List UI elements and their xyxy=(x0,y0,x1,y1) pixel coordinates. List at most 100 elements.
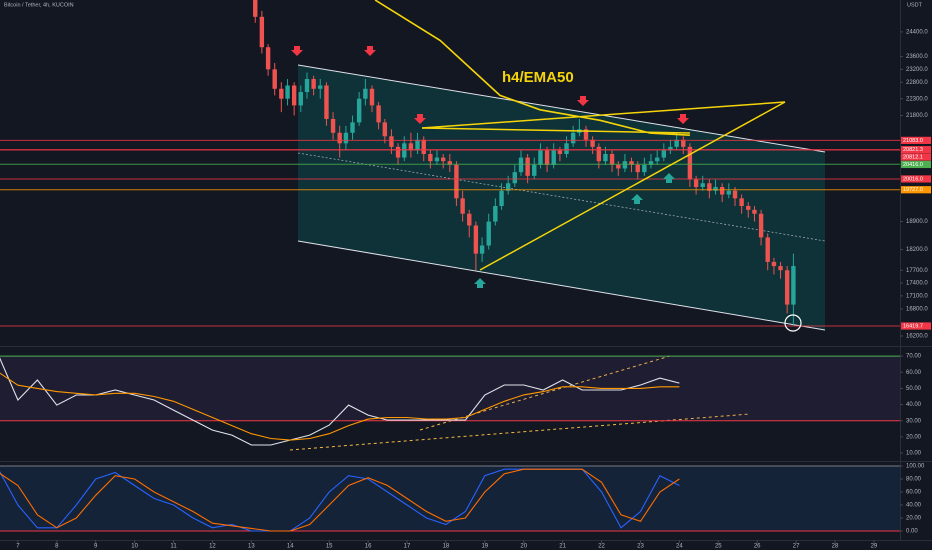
candle-body xyxy=(687,146,693,180)
y-tick-label: 22300.0 xyxy=(906,96,928,102)
y-tick-label: 50.00 xyxy=(906,386,922,392)
candle-body xyxy=(707,183,712,191)
candle-body xyxy=(674,139,679,147)
annotation: h4/EMA50 xyxy=(502,69,574,86)
candle-body xyxy=(350,122,355,133)
candle-body xyxy=(590,139,595,147)
candle-body xyxy=(544,150,550,165)
candle-body xyxy=(551,150,556,165)
candle-body xyxy=(654,157,660,162)
x-tick-label: 12 xyxy=(209,544,216,550)
trendline xyxy=(421,101,786,129)
candle-body xyxy=(732,190,738,199)
trendline xyxy=(421,127,691,134)
x-tick-label: 20 xyxy=(520,544,527,550)
candle-body xyxy=(434,157,440,162)
up-arrows xyxy=(474,173,675,288)
x-tick-label: 14 xyxy=(287,544,294,550)
candle-body xyxy=(311,78,316,89)
rsi-pane xyxy=(0,355,900,446)
candle-body xyxy=(337,132,342,144)
y-tick-label: 40.00 xyxy=(906,402,922,408)
candle-body xyxy=(454,164,459,199)
x-tick-label: 25 xyxy=(715,544,722,550)
candle-body xyxy=(395,146,401,158)
x-tick-label: 24 xyxy=(676,544,683,550)
candle-body xyxy=(791,266,796,305)
candle-body xyxy=(518,157,524,173)
x-tick-label: 9 xyxy=(94,544,98,550)
candle-body xyxy=(603,153,608,162)
rsi-trendline xyxy=(289,413,751,451)
x-tick-label: 16 xyxy=(365,544,372,550)
y-tick-label: 18900.0 xyxy=(906,219,928,225)
y-tick-label: 23600.0 xyxy=(906,54,928,60)
y-tick-label: 60.00 xyxy=(906,490,922,496)
y-tick-label: 18200.0 xyxy=(906,247,928,253)
price-tag xyxy=(901,136,931,144)
channel-mid xyxy=(297,152,826,242)
candle-body xyxy=(421,139,426,154)
candle-body xyxy=(493,205,498,222)
y-tick-label: 0.00 xyxy=(906,529,918,535)
price-tag-label: 20016.0 xyxy=(903,176,923,182)
y-tick-label: 70.00 xyxy=(906,354,922,360)
candle-body xyxy=(259,16,265,48)
candle-body xyxy=(408,143,414,151)
candle-body xyxy=(629,161,634,165)
candle-body xyxy=(609,153,615,165)
candle-body xyxy=(499,190,504,206)
candle-body xyxy=(272,69,277,89)
candle-body xyxy=(285,85,290,99)
x-tick-label: 17 xyxy=(404,544,411,550)
candle-body xyxy=(668,146,673,151)
candle-body xyxy=(681,139,686,147)
x-tick-label: 21 xyxy=(559,544,566,550)
candle-body xyxy=(622,161,628,169)
price-pane xyxy=(0,0,900,327)
series-line xyxy=(0,357,680,446)
price-tag-label: 20416.0 xyxy=(903,162,923,168)
candle-body xyxy=(752,209,757,214)
candle-body xyxy=(765,237,770,262)
x-tick-label: 13 xyxy=(248,544,255,550)
candle-body xyxy=(583,129,589,140)
candle-body xyxy=(713,186,718,191)
axis-unit: USDT xyxy=(907,2,923,8)
candle-body xyxy=(479,245,485,254)
price-tag-label: 21083.0 xyxy=(903,138,923,144)
candle-body xyxy=(771,261,777,267)
x-tick-label: 29 xyxy=(871,544,878,550)
candle-body xyxy=(253,0,258,17)
price-tag-label: 16419.7 xyxy=(903,323,923,329)
price-tag xyxy=(901,153,931,161)
price-tag-label: 19727.0 xyxy=(903,187,923,193)
x-tick-label: 8 xyxy=(55,544,59,550)
series-line xyxy=(0,372,680,441)
x-tick-label: 27 xyxy=(793,544,800,550)
channel-fill xyxy=(298,65,825,330)
candle-body xyxy=(784,270,790,305)
band xyxy=(0,356,900,421)
y-tick-label: 10.00 xyxy=(906,451,922,457)
x-tick-label: 10 xyxy=(131,544,138,550)
candle-body xyxy=(363,88,368,99)
candle-body xyxy=(389,136,394,147)
price-tag xyxy=(901,146,931,154)
y-tick-label: 20.00 xyxy=(906,434,922,440)
candle-body xyxy=(440,157,446,162)
chart-title: Bitcoin / Tether, 4h, KUCOIN xyxy=(4,2,74,8)
drawings xyxy=(297,64,826,331)
candle-body xyxy=(415,139,420,151)
series-line xyxy=(0,468,680,532)
candle-body xyxy=(291,85,297,106)
y-tick-label: 80.00 xyxy=(906,477,922,483)
x-tick-label: 7 xyxy=(16,544,20,550)
candle-body xyxy=(369,88,375,106)
candle-body xyxy=(661,150,667,158)
y-tick-label: 20.00 xyxy=(906,516,922,522)
channel-top xyxy=(297,64,826,153)
candle-body xyxy=(330,118,336,133)
y-tick-label: 100.00 xyxy=(906,464,925,470)
